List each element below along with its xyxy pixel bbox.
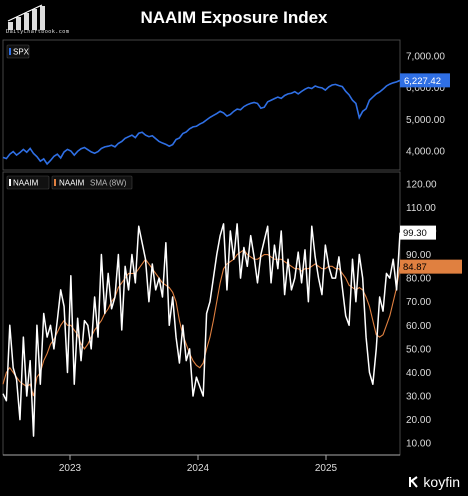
naaim-y-tick-label: 10.00 xyxy=(406,439,431,450)
sma-legend-swatch xyxy=(54,179,56,186)
naaim-y-tick-label: 70.00 xyxy=(406,297,431,308)
spx-legend: SPX xyxy=(6,44,30,59)
sma-legend-box xyxy=(51,175,133,190)
spx-y-tick-label: 4,000.00 xyxy=(406,146,445,157)
naaim-value-badge xyxy=(400,225,436,240)
sma-value-badge-label: 84.87 xyxy=(403,262,427,273)
spx-y-tick-label: 7,000.00 xyxy=(406,51,445,62)
naaim-legend-swatch xyxy=(9,179,11,186)
naaim-value-badge-label: 99.30 xyxy=(403,228,427,239)
naaim-y-tick-label: 60.00 xyxy=(406,321,431,332)
spx-legend-swatch xyxy=(9,48,11,55)
spx-legend-label: SPX xyxy=(13,48,30,57)
logo-text: DailyChartbook.com xyxy=(6,29,70,35)
page-title: NAAIM Exposure Index xyxy=(140,8,328,27)
naaim-y-tick-label: 80.00 xyxy=(406,274,431,285)
naaim-panel-frame xyxy=(2,171,401,456)
koyfin-logo-icon xyxy=(409,476,419,488)
x-tick-label: 2024 xyxy=(187,463,210,474)
naaim-y-tick-label: 90.00 xyxy=(406,250,431,261)
sma-legend-sublabel: SMA (8W) xyxy=(90,179,127,188)
sma-value-badge xyxy=(400,259,462,274)
spx-y-tick-label: 5,000.00 xyxy=(406,115,445,126)
naaim-y-tick-label: 50.00 xyxy=(406,344,431,355)
spx-panel-frame xyxy=(2,39,401,171)
naaim-y-tick-label: 30.00 xyxy=(406,392,431,403)
naaim-y-tick-label: 20.00 xyxy=(406,415,431,426)
naaim-legend: NAAIM NAAIM SMA (8W) xyxy=(6,175,133,190)
x-tick-label: 2023 xyxy=(59,463,82,474)
spx-value-badge xyxy=(400,73,450,88)
naaim-y-tick-label: 120.00 xyxy=(406,179,437,190)
koyfin-brand: koyfin xyxy=(408,474,460,490)
naaim-legend-label: NAAIM xyxy=(13,179,39,188)
spx-legend-box xyxy=(6,44,30,59)
naaim-y-tick-label: 40.00 xyxy=(406,368,431,379)
koyfin-label: koyfin xyxy=(423,474,460,490)
x-tick-label: 2025 xyxy=(315,463,338,474)
spx-value-badge-label: 6,227.42 xyxy=(404,76,441,87)
naaim-series-line xyxy=(2,223,401,437)
sma-legend-label: NAAIM xyxy=(59,179,85,188)
naaim-y-tick-label: 110.00 xyxy=(406,203,436,214)
bar-chart-logo-icon xyxy=(7,4,45,30)
spx-series-line xyxy=(2,79,401,166)
naaim-legend-box xyxy=(6,175,50,190)
spx-y-tick-label: 6,000.00 xyxy=(406,83,445,94)
